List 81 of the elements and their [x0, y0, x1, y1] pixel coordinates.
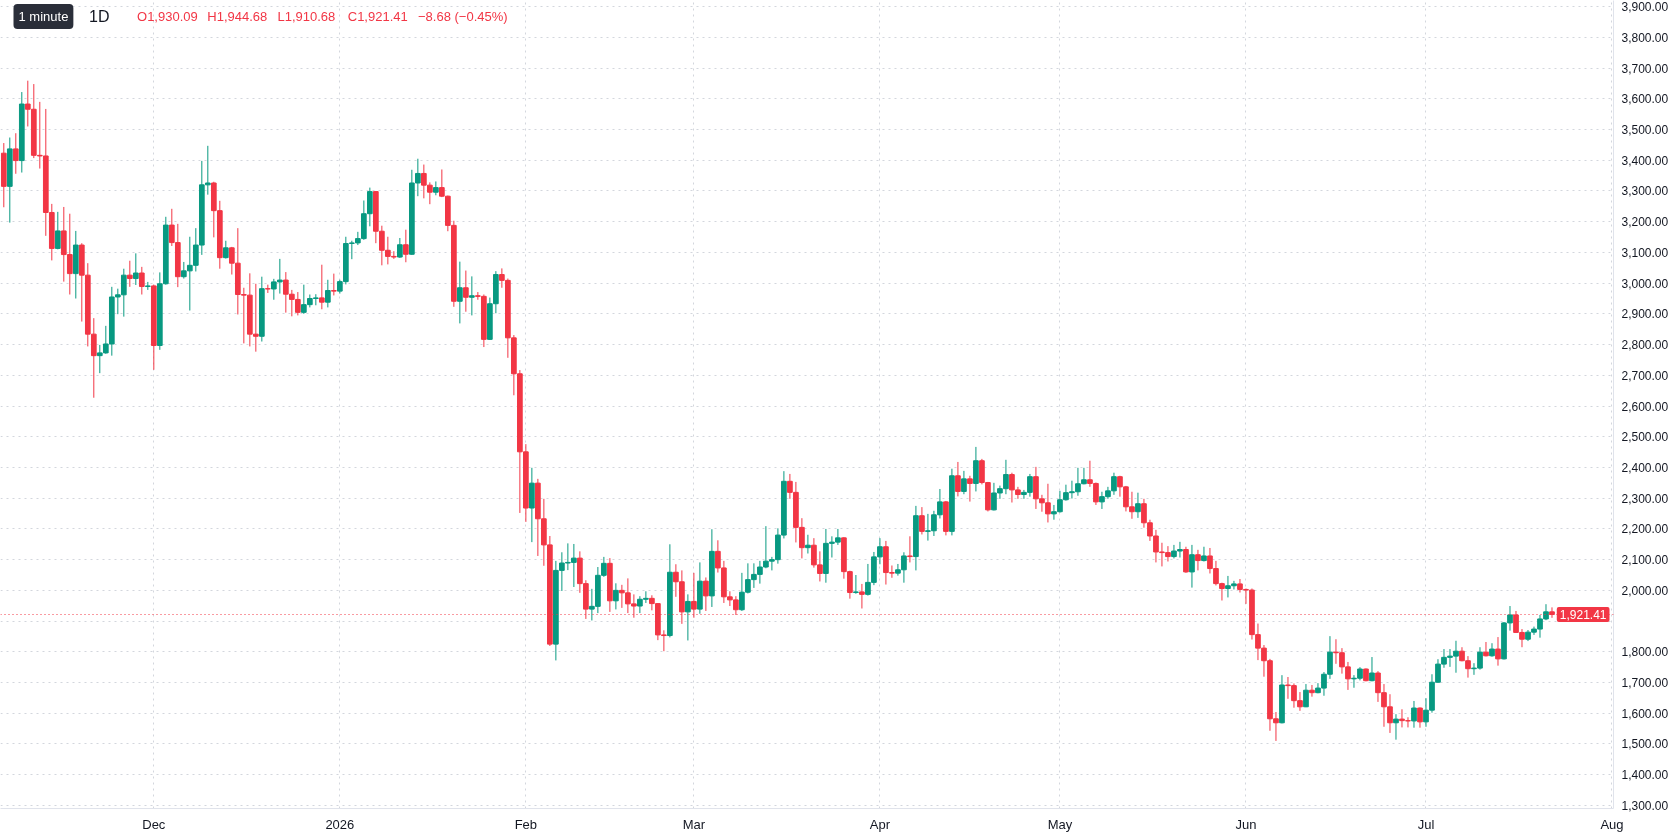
annotation: L1,910.68 — [277, 9, 336, 24]
candlestick — [132, 252, 139, 286]
candlestick — [805, 534, 811, 554]
annotation: −8.68 (−0.45%) — [417, 9, 508, 24]
y-tick-label: 3,700.00 — [1621, 61, 1669, 76]
y-tick-label: 2,000.00 — [1621, 583, 1669, 598]
x-tick-label: Apr — [869, 816, 891, 832]
y-tick-label: 3,100.00 — [1621, 245, 1669, 260]
x-tick-label: Jul — [1417, 816, 1435, 832]
annotation: O1,930.09 — [137, 9, 198, 24]
candlestick — [319, 264, 325, 310]
y-tick-label: 2,300.00 — [1621, 491, 1669, 506]
y-tick-label: 1,800.00 — [1621, 645, 1669, 660]
x-tick-label: Jun — [1235, 816, 1257, 832]
candlestick — [685, 593, 691, 641]
annotation: H1,944.68 — [207, 9, 268, 24]
y-tick-label: 3,900.00 — [1621, 0, 1669, 15]
candlestick — [955, 461, 961, 497]
candlestick — [138, 266, 145, 296]
annotation: C1,921.41 — [347, 9, 408, 24]
candlestick — [1393, 713, 1399, 741]
y-tick-label: 3,400.00 — [1621, 153, 1669, 168]
y-tick-label: 1,700.00 — [1621, 676, 1669, 691]
candlestick — [1411, 700, 1417, 729]
ref-line-label: 1,921.41 — [1559, 608, 1607, 623]
candlestick — [1369, 656, 1375, 682]
candlestick — [331, 273, 337, 296]
y-tick-label: 1,500.00 — [1621, 737, 1669, 752]
x-tick-label: Feb — [514, 816, 538, 832]
annotation: 1 minute — [18, 9, 69, 24]
y-tick-label: 3,300.00 — [1621, 184, 1669, 199]
candlestick — [1483, 641, 1489, 657]
y-tick-label: 2,500.00 — [1621, 430, 1669, 445]
x-tick-label: May — [1047, 816, 1073, 832]
chart-title: 1D — [89, 8, 110, 25]
y-tick-label: 2,400.00 — [1621, 460, 1669, 475]
candlestick — [12, 132, 19, 175]
candlestick — [1495, 636, 1501, 667]
candlestick — [54, 211, 61, 250]
y-tick-label: 2,800.00 — [1621, 338, 1669, 353]
candlestick — [1135, 492, 1141, 519]
candlestick — [325, 279, 331, 308]
candlestick — [433, 180, 439, 196]
candlestick — [853, 574, 859, 595]
y-tick-label: 3,200.00 — [1621, 215, 1669, 230]
y-tick-label: 3,500.00 — [1621, 123, 1669, 138]
y-tick-label: 1,400.00 — [1621, 768, 1669, 783]
y-tick-label: 1,300.00 — [1621, 798, 1669, 813]
candlestick — [973, 446, 979, 492]
y-tick-label: 3,800.00 — [1621, 30, 1669, 45]
y-tick-label: 2,600.00 — [1621, 399, 1669, 414]
candlestick — [469, 275, 475, 316]
x-tick-label: Dec — [142, 816, 166, 832]
candlestick — [1189, 544, 1195, 589]
candlestick — [703, 576, 709, 612]
candlestick — [967, 475, 973, 503]
candlestick — [961, 470, 967, 495]
y-tick-label: 3,600.00 — [1621, 92, 1669, 107]
candlestick — [859, 583, 865, 609]
y-tick-label: 2,100.00 — [1621, 553, 1669, 568]
candlestick — [1417, 706, 1423, 729]
candlestick — [1195, 549, 1201, 571]
candlestick — [1183, 546, 1189, 574]
candlestick — [907, 535, 913, 563]
x-tick-label: Mar — [682, 816, 706, 832]
candlestick — [1309, 684, 1315, 698]
y-tick-label: 2,700.00 — [1621, 368, 1669, 383]
x-tick-label: 2026 — [325, 816, 355, 832]
candlestick — [403, 229, 409, 263]
candlestick — [919, 506, 925, 535]
candlestick — [457, 261, 463, 324]
y-tick-label: 2,900.00 — [1621, 307, 1669, 322]
candlestick — [613, 582, 619, 610]
y-tick-label: 3,000.00 — [1621, 276, 1669, 291]
candlestick — [126, 260, 133, 288]
candlestick — [463, 270, 469, 313]
x-tick-label: Aug — [1600, 816, 1624, 832]
candlestick — [1201, 546, 1207, 562]
y-tick-label: 1,600.00 — [1621, 706, 1669, 721]
candlestick — [397, 237, 403, 259]
y-tick-label: 2,200.00 — [1621, 522, 1669, 537]
